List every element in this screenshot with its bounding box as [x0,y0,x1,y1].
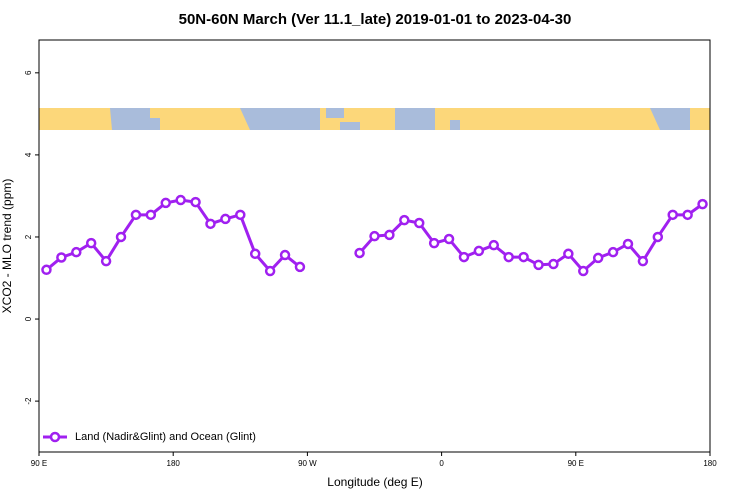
point [637,255,649,267]
point [563,248,574,260]
point [249,248,261,260]
point [413,217,425,229]
point [56,252,67,263]
series-line [358,202,704,274]
point [190,196,201,208]
chart-title: 50N-60N March (Ver 11.1_late) 2019-01-01… [179,11,572,28]
point [592,252,604,264]
point [548,258,559,270]
map-strip [39,108,710,130]
point [428,237,440,249]
point [518,251,529,263]
point [175,194,186,206]
y-tick-label: 4 [24,152,33,157]
x-tick-label: 90 W [298,459,317,468]
point [145,209,157,221]
point [533,259,544,271]
point [205,218,216,230]
point [354,247,365,259]
point [667,209,678,221]
point [41,264,52,276]
x-tick-label: 90 E [31,459,47,468]
legend-label: Land (Nadir&Glint) and Ocean (Glint) [75,431,256,443]
point [264,265,276,277]
point [369,230,380,242]
point [115,231,127,243]
point [100,255,112,267]
point [682,209,693,221]
x-tick-label: 180 [703,459,717,468]
point [652,231,664,243]
point [697,198,708,210]
point [473,245,485,257]
point [443,233,455,245]
point [235,209,246,221]
point [399,214,410,226]
y-tick-label: 6 [24,70,33,75]
point [607,246,619,258]
point [578,265,589,277]
legend-marker [49,431,61,443]
point [458,251,470,263]
point [71,246,82,258]
y-tick-label: -2 [24,397,33,405]
series-line [45,198,301,274]
x-tick-label: 180 [167,459,181,468]
x-tick-label: 90 E [568,459,584,468]
y-tick-label: 2 [24,234,33,239]
x-axis-label: Longitude (deg E) [327,475,422,489]
point [85,237,97,249]
point [160,197,171,209]
y-axis-label: XCO2 - MLO trend (ppm) [0,179,14,314]
y-tick-label: 0 [24,316,33,321]
point [130,209,142,221]
point [279,249,291,261]
point [294,261,306,273]
plot-frame [38,39,711,453]
x-tick-label: 0 [439,459,444,468]
point [220,213,231,225]
point [622,238,634,250]
point [488,239,500,251]
point [503,251,514,263]
point [384,229,395,241]
